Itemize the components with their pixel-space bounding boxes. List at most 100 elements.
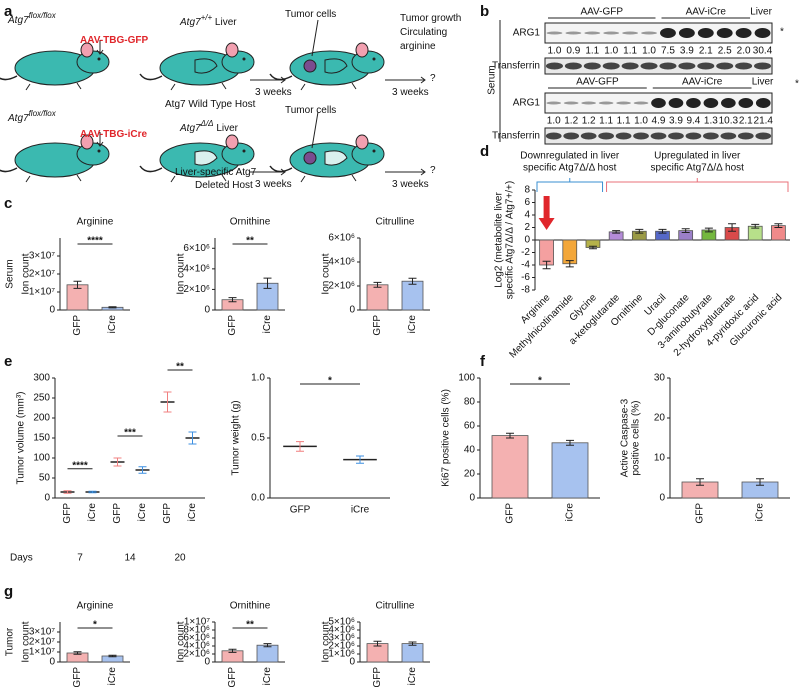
label-text: ?	[430, 165, 436, 176]
panel-letter: e	[4, 353, 12, 370]
diagram-label: Tumor cells	[285, 9, 336, 20]
diagram-label: Atg7 Wild Type Host	[165, 99, 256, 110]
label-text: 3 weeks	[255, 179, 292, 190]
significance-label: ****	[72, 460, 88, 471]
x-tick-label: iCre	[407, 667, 418, 686]
error-bar	[565, 260, 574, 268]
annotation: specific Atg7Δ/Δ host	[523, 163, 617, 174]
arrow	[385, 168, 426, 176]
bar	[551, 442, 589, 499]
y-tick-label: 0	[659, 493, 665, 504]
band	[546, 31, 563, 35]
panel-letter: c	[4, 195, 12, 212]
x-tick-label: iCre	[262, 315, 273, 334]
band	[565, 31, 582, 35]
x-tick-label: iCre	[107, 667, 118, 686]
y-tick-label: 2×10⁶	[183, 649, 210, 660]
band	[581, 101, 596, 105]
diagram-label: AAV-TBG-iCre	[80, 129, 147, 140]
liver	[194, 58, 218, 74]
y-tick-label: 3×10⁷	[29, 627, 56, 638]
mouse-tail	[0, 75, 18, 81]
band	[738, 98, 754, 108]
diagram-label: 3 weeks	[255, 87, 292, 98]
y-axis-label: Ki67 positive cells (%)	[441, 389, 452, 487]
mouse-eye	[372, 149, 376, 153]
label-text: Atg7	[179, 17, 201, 28]
y-tick-label: 8×10⁶	[183, 625, 210, 636]
y-axis-label: Ion count	[21, 621, 32, 662]
error-bar	[542, 260, 551, 270]
blot-ratio: 1.0	[634, 116, 648, 127]
blot-ratio: 1.3	[704, 116, 718, 127]
x-tick-label: iCre	[187, 503, 198, 522]
band	[598, 132, 614, 140]
mouse-feet	[170, 174, 227, 183]
band	[660, 28, 676, 38]
y-tick-label: 20	[654, 413, 666, 424]
diagram-label: Deleted Host	[195, 180, 253, 191]
band	[563, 101, 579, 105]
bar	[366, 284, 389, 311]
band	[703, 132, 719, 140]
blot-group: AAV-iCre	[686, 7, 727, 18]
x-tick-label: iCre	[755, 503, 766, 522]
x-tick-label: GFP	[72, 667, 83, 687]
label-sup: flox/flox	[29, 109, 57, 118]
y-tick-label: 6	[524, 197, 530, 208]
y-tick-label: 50	[39, 473, 51, 484]
error-bar	[728, 223, 737, 232]
band	[668, 132, 684, 140]
y-tick-label: 80	[464, 397, 476, 408]
significance-label: ***	[124, 428, 136, 439]
error-bar	[566, 439, 574, 446]
x-tick-label: GFP	[372, 315, 383, 336]
band	[564, 62, 582, 70]
label-text: Atg7	[179, 123, 201, 134]
band	[697, 28, 714, 38]
band	[650, 132, 667, 140]
y-tick-label: 100	[458, 373, 475, 384]
band	[563, 132, 580, 140]
band	[668, 98, 684, 108]
error-bar	[506, 432, 514, 439]
y-axis-label: Ion count	[21, 253, 32, 294]
diagram-label: 3 weeks	[255, 179, 292, 190]
error-bar	[296, 441, 304, 452]
diagram-label: Atg7flox/flox	[7, 11, 57, 26]
band	[584, 31, 601, 35]
error-bar	[108, 654, 117, 658]
mouse-ear	[225, 42, 239, 58]
chart-title: Ornithine	[230, 601, 271, 612]
band	[754, 28, 771, 38]
day-label: 20	[174, 553, 186, 564]
blot-ratio: 1.1	[617, 116, 631, 127]
error-bar	[751, 223, 760, 229]
band	[678, 62, 696, 70]
band	[621, 62, 639, 70]
pointer	[311, 111, 319, 149]
bar	[256, 644, 279, 663]
y-tick-label: 2×10⁶	[328, 281, 355, 292]
label-text: Atg7 Wild Type Host	[165, 99, 256, 110]
band	[754, 62, 772, 70]
diagram-label: Tumor cells	[285, 105, 336, 116]
x-tick-label: GFP	[112, 503, 123, 524]
mouse-ear	[355, 134, 369, 150]
label-sup: Δ/Δ	[200, 119, 214, 128]
blot-marker: *	[780, 27, 784, 38]
significance-label: ****	[87, 236, 103, 247]
blot-ratio: 2.1	[739, 116, 753, 127]
y-tick-label: 8	[524, 185, 530, 196]
x-tick-label: iCre	[262, 667, 273, 686]
error-bar	[774, 223, 783, 228]
days-label: Days	[10, 553, 33, 564]
error-bar	[163, 391, 172, 413]
y-tick-label: 4×10⁶	[328, 625, 355, 636]
diagram-label: 3 weeks	[392, 87, 429, 98]
y-tick-label: 4×10⁶	[328, 257, 355, 268]
mouse-eye	[242, 149, 246, 153]
significance-label: **	[246, 620, 254, 631]
